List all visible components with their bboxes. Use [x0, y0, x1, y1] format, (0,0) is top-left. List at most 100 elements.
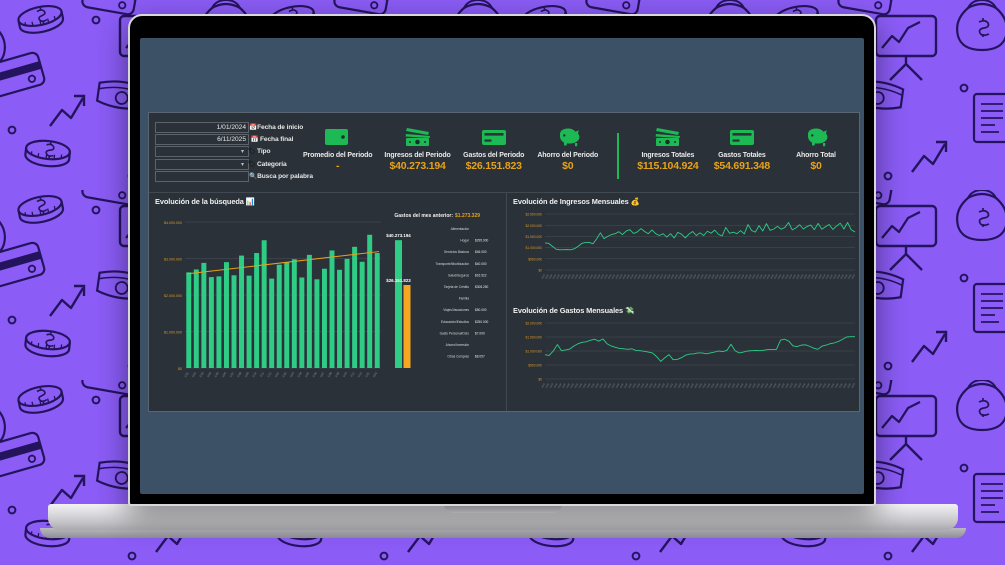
kpi-value: $40.273.194: [389, 160, 446, 172]
svg-text:2024: 2024: [558, 383, 563, 389]
svg-text:1/12: 1/12: [266, 371, 273, 378]
bar[interactable]: [223, 262, 229, 368]
bar[interactable]: [344, 258, 350, 368]
chart-ingresos-mensuales[interactable]: $0 $500.000 $1.000.000 $1.500.000 $2.000.000…: [507, 208, 860, 302]
bar[interactable]: [374, 253, 380, 368]
panel-title-evolucion-busqueda: Evolución de la búsqueda 📊: [155, 197, 255, 206]
fecha-inicio-input[interactable]: [155, 121, 249, 133]
svg-text:$1.500.000: $1.500.000: [525, 336, 542, 340]
bar[interactable]: [246, 275, 252, 368]
bar[interactable]: [291, 259, 297, 368]
filter-row-tipo[interactable]: ▾ 🏷 Tipo: [155, 146, 297, 158]
trendline: [186, 251, 380, 275]
category-value: $308.250: [475, 285, 489, 289]
svg-text:2024: 2024: [556, 274, 561, 280]
panel-title-ingresos-mensuales: Evolución de Ingresos Mensuales 💰: [513, 197, 640, 206]
bar-ingresos-periodo[interactable]: [395, 240, 402, 368]
svg-text:2024: 2024: [591, 383, 596, 389]
tipo-select[interactable]: [155, 146, 249, 158]
svg-text:2024: 2024: [848, 383, 853, 389]
svg-text:2024: 2024: [708, 274, 713, 280]
svg-text:2024: 2024: [649, 274, 654, 280]
bar[interactable]: [329, 250, 335, 368]
bar[interactable]: [201, 262, 207, 368]
categoria-label: Categoría: [257, 160, 287, 168]
svg-text:2024: 2024: [807, 274, 812, 280]
bar[interactable]: [239, 255, 245, 368]
svg-text:2024: 2024: [732, 383, 737, 389]
svg-text:2024: 2024: [715, 383, 720, 389]
categoria-select[interactable]: [155, 158, 249, 170]
svg-text:$0: $0: [178, 367, 182, 371]
svg-text:2024: 2024: [670, 383, 675, 389]
svg-text:2024: 2024: [590, 274, 595, 280]
bar[interactable]: [314, 279, 320, 368]
svg-text:$2.000.000: $2.000.000: [525, 322, 542, 326]
bar[interactable]: [359, 261, 365, 368]
fecha-final-input[interactable]: [155, 134, 249, 146]
bar[interactable]: [216, 276, 222, 368]
category-name: Ahorro/Inversión: [446, 343, 470, 347]
svg-text:2024: 2024: [730, 274, 735, 280]
svg-text:1/10: 1/10: [251, 371, 258, 378]
svg-text:2024: 2024: [649, 383, 654, 389]
cash-icon: [653, 123, 683, 151]
bar[interactable]: [276, 264, 282, 368]
svg-text:1/05: 1/05: [304, 371, 311, 378]
chart-evolucion-busqueda[interactable]: $0 $1.000.000 $2.000.000 $3.000.000 $4.000.0…: [149, 208, 506, 411]
bar[interactable]: [321, 268, 327, 368]
bar[interactable]: [367, 234, 373, 368]
chevron-down-icon[interactable]: ▾: [241, 161, 245, 168]
category-name: Educación/Estudios: [441, 320, 469, 324]
svg-text:2024: 2024: [811, 274, 816, 280]
chevron-down-icon[interactable]: ▾: [241, 149, 245, 156]
svg-text:2024: 2024: [734, 274, 739, 280]
bar[interactable]: [337, 269, 343, 368]
bar[interactable]: [261, 240, 267, 368]
svg-text:2024: 2024: [802, 383, 807, 389]
filter-row-fecha-final[interactable]: 📅 Fecha final: [155, 133, 297, 146]
bar[interactable]: [208, 277, 214, 368]
svg-text:2024: 2024: [777, 383, 782, 389]
bar[interactable]: [352, 246, 358, 368]
bar[interactable]: [306, 254, 312, 368]
svg-text:$0: $0: [538, 269, 542, 273]
filter-row-categoria[interactable]: ▾ 🏷 Categoría: [155, 158, 297, 170]
kpi-ahorro-total: Ahorro Total $0: [785, 123, 847, 172]
svg-text:2024: 2024: [566, 383, 571, 389]
bar[interactable]: [254, 253, 260, 368]
filter-row-busca-palabra[interactable]: 🔍 Busca por palabra: [155, 171, 313, 183]
svg-text:2024: 2024: [579, 274, 584, 280]
svg-text:1/08: 1/08: [236, 371, 243, 378]
svg-text:2024: 2024: [568, 274, 573, 280]
kpi-gastos-periodo: Gastos del Periodo $26.151.823: [463, 123, 525, 172]
svg-text:2024: 2024: [822, 274, 827, 280]
category-name: Transporte/Movilización: [435, 262, 469, 266]
bar[interactable]: [193, 269, 199, 368]
bar[interactable]: [269, 278, 275, 368]
kpi-ingresos-totales: Ingresos Totales $115.104.924: [637, 123, 699, 172]
bar[interactable]: [299, 277, 305, 368]
svg-text:1/03: 1/03: [289, 371, 296, 378]
svg-text:2024: 2024: [667, 274, 672, 280]
svg-text:$4.000.000: $4.000.000: [164, 221, 182, 225]
kpi-value: $0: [562, 160, 574, 172]
svg-text:2024: 2024: [703, 383, 708, 389]
svg-text:2024: 2024: [597, 274, 602, 280]
panel-gastos-mensuales: Evolución de Gastos Mensuales 💸 $0 $500.0…: [507, 302, 860, 411]
svg-text:2024: 2024: [785, 274, 790, 280]
dashboard-panels: Evolución de la búsqueda 📊 $0 $1.000.000 $…: [149, 193, 859, 411]
svg-text:$1.000.000: $1.000.000: [525, 246, 542, 250]
bar[interactable]: [284, 262, 290, 368]
bar-gastos-periodo[interactable]: [403, 284, 411, 368]
credit-card-icon: [728, 123, 756, 151]
svg-text:2024: 2024: [719, 274, 724, 280]
panel-ingresos-mensuales: Evolución de Ingresos Mensuales 💰 $0 $500…: [507, 193, 860, 302]
bar[interactable]: [231, 275, 237, 368]
search-input[interactable]: [155, 171, 249, 183]
bar[interactable]: [186, 272, 192, 368]
svg-text:2024: 2024: [818, 274, 823, 280]
filter-row-fecha-inicio[interactable]: 📅 Fecha de inicio: [155, 121, 303, 133]
svg-text:1/12: 1/12: [357, 371, 364, 378]
chart-gastos-mensuales[interactable]: $0 $500.000 $1.000.000 $1.500.000 $2.000.000…: [507, 317, 860, 411]
